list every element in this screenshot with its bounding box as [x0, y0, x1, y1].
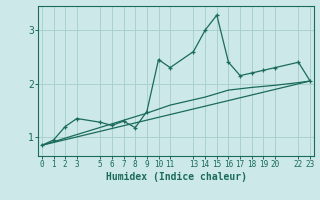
X-axis label: Humidex (Indice chaleur): Humidex (Indice chaleur) — [106, 172, 246, 182]
